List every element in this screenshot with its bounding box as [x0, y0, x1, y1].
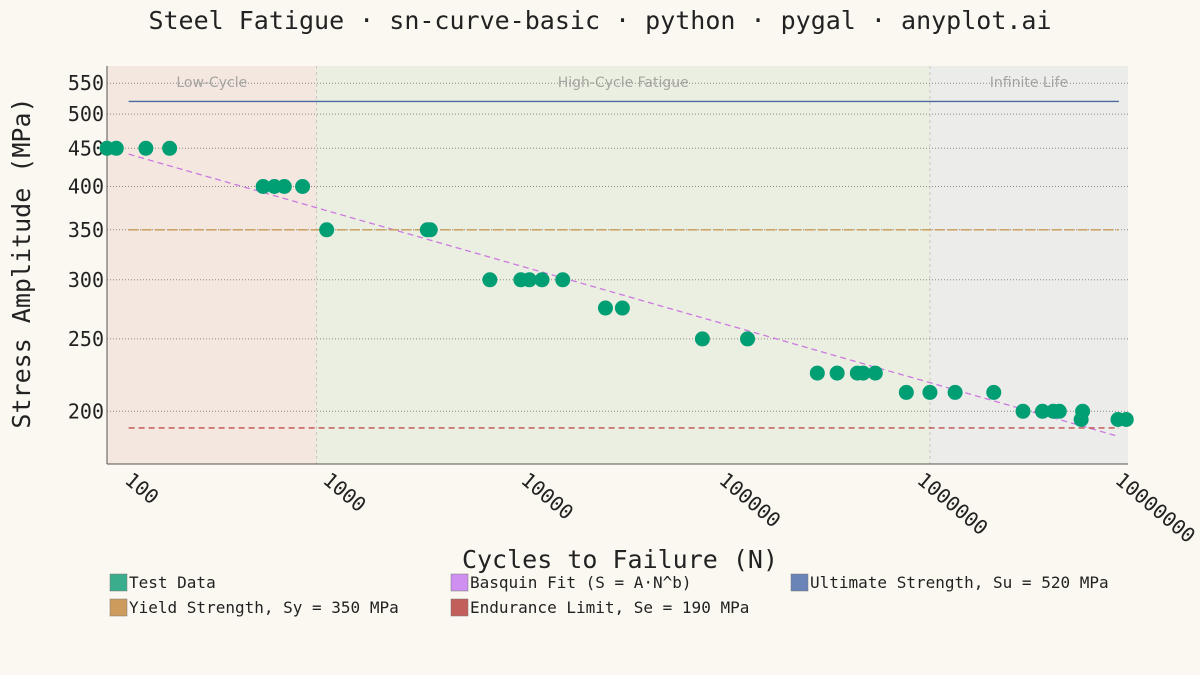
data-point	[534, 272, 550, 288]
data-point	[1015, 403, 1031, 419]
data-point	[1118, 412, 1134, 428]
data-point	[555, 272, 571, 288]
x-tick-label: 10000	[517, 467, 579, 524]
data-point	[482, 272, 498, 288]
region-0	[107, 66, 317, 464]
legend-swatch	[109, 598, 128, 617]
legend-swatch	[450, 598, 469, 617]
x-tick-label: 1000	[319, 467, 371, 516]
y-tick-label: 400	[68, 175, 104, 199]
data-point	[1075, 403, 1091, 419]
data-point	[614, 300, 630, 316]
data-point	[255, 179, 271, 195]
data-point	[855, 365, 871, 381]
region-label: Low-Cycle	[176, 75, 247, 91]
data-point	[694, 331, 710, 347]
legend-label: Test Data	[129, 573, 216, 592]
data-point	[521, 272, 537, 288]
y-tick-label: 500	[68, 102, 104, 126]
y-tick-label: 300	[68, 268, 104, 292]
y-tick-label: 350	[68, 218, 104, 242]
data-point	[809, 365, 825, 381]
x-tick-label: 100	[120, 467, 163, 509]
data-point	[162, 140, 178, 156]
data-point	[867, 365, 883, 381]
legend-swatch	[450, 573, 469, 592]
data-point	[108, 140, 124, 156]
y-axis-label: Stress Amplitude (MPa)	[7, 97, 36, 428]
region-1	[316, 66, 930, 464]
y-tick-label: 550	[68, 71, 104, 95]
region-2	[929, 66, 1128, 464]
y-tick-label: 450	[68, 136, 104, 160]
y-tick-label: 200	[68, 399, 104, 423]
legend-swatch	[790, 573, 809, 592]
x-tick-label: 100000	[715, 467, 786, 532]
chart-title: Steel Fatigue · sn-curve-basic · python …	[148, 6, 1051, 35]
data-point	[922, 384, 938, 400]
plot-area: Low-Cycle High-Cycle Fatigue Infinite Life…	[68, 66, 1200, 548]
legend-label: Yield Strength, Sy = 350 MPa	[129, 598, 399, 617]
x-axis-label: Cycles to Failure (N)	[462, 545, 778, 574]
data-point	[295, 179, 311, 195]
legend-label: Endurance Limit, Se = 190 MPa	[470, 598, 749, 617]
basquin-fit-line	[128, 153, 1120, 438]
y-tick-label: 250	[68, 327, 104, 351]
data-point	[1051, 403, 1067, 419]
data-point	[1034, 403, 1050, 419]
data-point	[898, 384, 914, 400]
data-point	[276, 179, 292, 195]
legend-label: Basquin Fit (S = A·N^b)	[470, 573, 692, 592]
data-point	[740, 331, 756, 347]
data-point	[597, 300, 613, 316]
x-tick-label: 10000000	[1111, 467, 1200, 547]
data-point	[319, 222, 335, 238]
data-point	[986, 384, 1002, 400]
legend-label: Ultimate Strength, Su = 520 MPa	[810, 573, 1109, 592]
data-point	[829, 365, 845, 381]
x-tick-label: 1000000	[913, 467, 993, 540]
data-point	[138, 140, 154, 156]
legend-swatch	[109, 573, 128, 592]
legend: Test Data Basquin Fit (S = A·N^b) Ultimate…	[109, 573, 1109, 617]
data-point	[422, 222, 438, 238]
data-point	[947, 384, 963, 400]
